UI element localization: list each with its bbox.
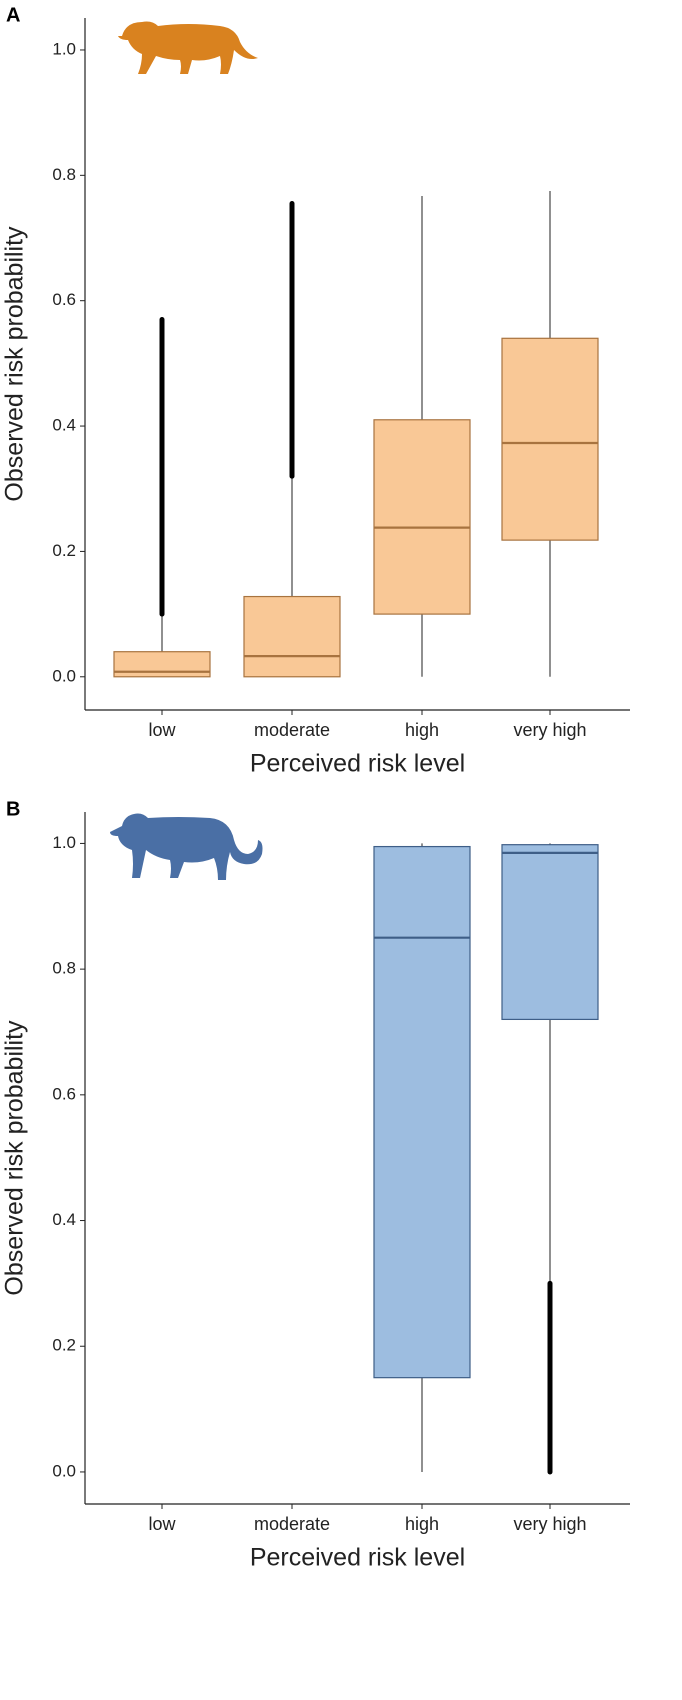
y-tick-label: 0.8 [52, 165, 76, 184]
y-tick-label: 1.0 [52, 833, 76, 852]
x-tick-label: low [148, 1514, 176, 1534]
y-tick-label: 0.2 [52, 541, 76, 560]
x-tick-label: high [405, 1514, 439, 1534]
y-tick-label: 0.2 [52, 1336, 76, 1355]
x-axis-label: Perceived risk level [250, 750, 465, 778]
x-axis-label: Perceived risk level [250, 1544, 465, 1572]
box [501, 844, 599, 1021]
y-tick-label: 0.4 [52, 1210, 76, 1229]
y-tick-label: 0.8 [52, 959, 76, 978]
y-tick-label: 1.0 [52, 39, 76, 58]
y-tick-label: 0.0 [52, 1461, 76, 1480]
box [501, 337, 599, 541]
x-tick-label: very high [513, 720, 586, 740]
y-tick-label: 0.6 [52, 290, 76, 309]
y-tick-label: 0.6 [52, 1084, 76, 1103]
x-tick-label: moderate [254, 1514, 330, 1534]
y-axis-label: Observed risk probability [1, 226, 29, 502]
x-tick-label: very high [513, 1514, 586, 1534]
x-tick-label: low [148, 720, 176, 740]
x-tick-label: high [405, 720, 439, 740]
panel-label: B [6, 798, 20, 820]
box [243, 595, 341, 678]
box [373, 845, 471, 1379]
y-axis-label: Observed risk probability [1, 1020, 29, 1296]
y-tick-label: 0.4 [52, 416, 76, 435]
box [373, 419, 471, 615]
y-tick-label: 0.0 [52, 666, 76, 685]
x-tick-label: moderate [254, 720, 330, 740]
tiger-icon [118, 21, 258, 74]
box [113, 651, 211, 678]
panel-label: A [6, 4, 20, 26]
puma-icon [110, 813, 263, 880]
